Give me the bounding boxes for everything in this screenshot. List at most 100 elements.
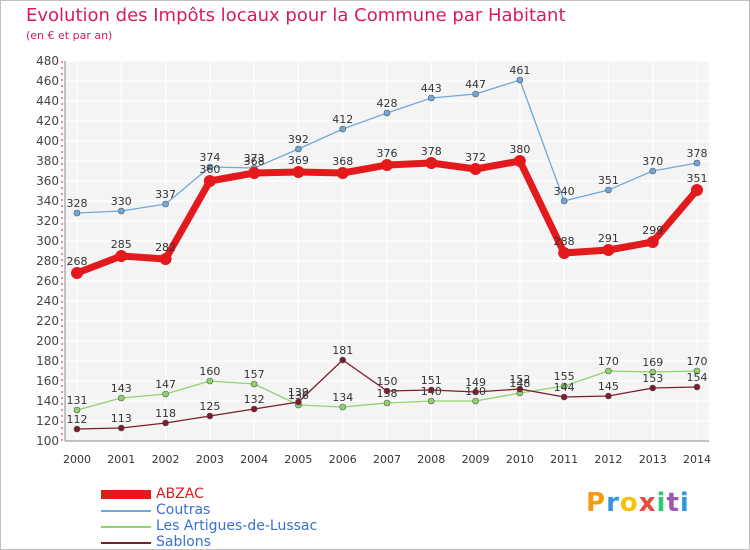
point-abzac — [248, 167, 261, 179]
data-label-les-artigues-de-lussac: 157 — [244, 368, 265, 381]
point-les-artigues-de-lussac — [427, 397, 435, 405]
point-les-artigues-de-lussac — [162, 390, 169, 398]
data-label-sablons: 118 — [155, 407, 176, 420]
point-sablons — [295, 398, 302, 406]
point-abzac — [646, 236, 659, 248]
data-label-les-artigues-de-lussac: 136 — [288, 389, 309, 402]
data-label-sablons: 152 — [509, 373, 530, 386]
point-coutras — [649, 167, 657, 175]
data-label-coutras: 461 — [509, 64, 530, 77]
data-label-les-artigues-de-lussac: 143 — [111, 382, 132, 395]
point-les-artigues-de-lussac — [383, 399, 391, 407]
point-abzac — [513, 155, 526, 167]
point-les-artigues-de-lussac — [560, 382, 568, 390]
point-les-artigues-de-lussac — [206, 377, 214, 385]
y-tick-label: 360 — [36, 174, 59, 188]
data-label-coutras: 447 — [465, 78, 486, 91]
legend-swatch — [101, 490, 151, 499]
data-label-coutras: 373 — [244, 152, 265, 165]
data-label-abzac: 376 — [377, 147, 398, 160]
x-tick-label: 2010 — [506, 453, 534, 466]
y-tick-label: 100 — [36, 434, 59, 448]
data-label-coutras: 330 — [111, 195, 132, 208]
chart-title: Evolution des Impôts locaux pour la Comm… — [26, 5, 566, 26]
point-abzac — [159, 253, 172, 265]
data-label-coutras: 443 — [421, 82, 442, 95]
data-label-les-artigues-de-lussac: 155 — [554, 370, 575, 383]
point-abzac — [336, 167, 349, 179]
data-label-abzac: 268 — [67, 255, 88, 268]
point-coutras — [295, 145, 302, 153]
point-sablons — [516, 385, 524, 393]
point-les-artigues-de-lussac — [649, 368, 657, 376]
point-abzac — [292, 166, 305, 178]
point-sablons — [605, 392, 612, 400]
data-label-sablons: 139 — [288, 386, 309, 399]
legend-swatch — [101, 510, 151, 512]
point-sablons — [472, 388, 479, 396]
data-label-les-artigues-de-lussac: 134 — [332, 391, 353, 404]
y-tick-label: 480 — [36, 54, 59, 68]
y-tick-label: 320 — [36, 214, 59, 228]
data-label-sablons: 132 — [244, 393, 265, 406]
x-tick-label: 2002 — [152, 453, 180, 466]
point-coutras — [693, 159, 701, 167]
point-sablons — [560, 393, 568, 401]
data-label-les-artigues-de-lussac: 170 — [598, 355, 619, 368]
x-tick-label: 2003 — [196, 453, 224, 466]
point-abzac — [691, 184, 703, 196]
point-coutras — [472, 90, 479, 98]
y-tick-label: 280 — [36, 254, 59, 268]
y-tick-label: 200 — [36, 334, 59, 348]
data-label-coutras: 374 — [199, 151, 220, 164]
logo-letter: P — [586, 488, 607, 518]
point-coutras — [605, 186, 612, 194]
point-coutras — [560, 197, 568, 205]
data-label-les-artigues-de-lussac: 147 — [155, 378, 176, 391]
x-tick-label: 2012 — [594, 453, 622, 466]
data-label-les-artigues-de-lussac: 131 — [67, 394, 88, 407]
data-label-sablons: 154 — [687, 371, 708, 384]
data-label-abzac: 368 — [244, 155, 265, 168]
point-coutras — [339, 125, 347, 133]
point-abzac — [425, 157, 438, 169]
data-label-sablons: 145 — [598, 380, 619, 393]
x-tick-label: 2013 — [639, 453, 667, 466]
legend-label: ABZAC — [156, 486, 204, 502]
point-coutras — [383, 109, 391, 117]
point-les-artigues-de-lussac — [117, 394, 125, 402]
y-tick-label: 440 — [36, 94, 59, 108]
data-label-coutras: 378 — [687, 147, 708, 160]
legend-label: Les Artigues-de-Lussac — [156, 518, 318, 534]
x-tick-label: 2009 — [462, 453, 490, 466]
y-tick-label: 340 — [36, 194, 59, 208]
data-label-coutras: 340 — [554, 185, 575, 198]
point-sablons — [339, 356, 347, 364]
point-abzac — [381, 159, 393, 171]
y-tick-label: 260 — [36, 274, 59, 288]
point-coutras — [427, 94, 435, 102]
point-les-artigues-de-lussac — [339, 403, 347, 411]
data-label-sablons: 181 — [332, 344, 353, 357]
point-sablons — [73, 425, 81, 433]
data-label-abzac: 369 — [288, 154, 309, 167]
legend-label: Sablons — [156, 534, 211, 550]
data-label-sablons: 150 — [377, 375, 398, 388]
x-tick-label: 2007 — [373, 453, 401, 466]
logo-letter: t — [666, 488, 680, 518]
data-label-sablons: 144 — [554, 381, 575, 394]
y-tick-label: 140 — [36, 394, 59, 408]
y-tick-label: 120 — [36, 414, 59, 428]
y-tick-label: 300 — [36, 234, 59, 248]
point-coutras — [162, 200, 169, 208]
data-label-coutras: 351 — [598, 174, 619, 187]
data-label-coutras: 337 — [155, 188, 176, 201]
point-abzac — [558, 247, 571, 259]
legend-swatch — [101, 526, 151, 528]
data-label-les-artigues-de-lussac: 169 — [642, 356, 663, 369]
logo-letter: r — [606, 488, 620, 518]
y-tick-label: 240 — [36, 294, 59, 308]
point-coutras — [117, 207, 125, 215]
data-label-abzac: 288 — [554, 235, 575, 248]
